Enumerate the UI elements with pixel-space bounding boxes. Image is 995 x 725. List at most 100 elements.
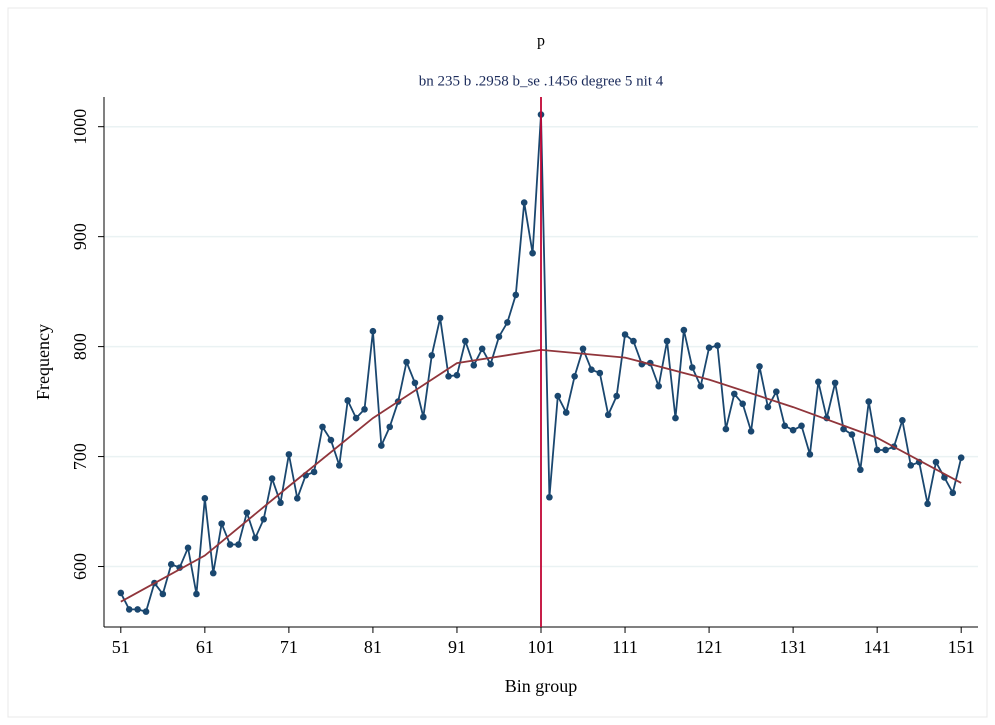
data-point [293,495,301,502]
data-point [495,333,503,341]
data-point [546,493,553,501]
data-point [899,416,906,424]
data-point [193,590,200,598]
data-point [722,425,730,433]
data-point [327,436,335,444]
data-point [142,608,150,615]
data-point [924,500,931,508]
data-point [663,337,671,345]
data-point [655,382,662,390]
x-tick-label: 81 [364,637,382,657]
data-point [789,426,797,434]
data-point [134,606,141,613]
data-point [125,606,133,613]
data-point [840,425,847,433]
data-point [420,413,427,421]
data-point [806,451,814,458]
x-tick-label: 91 [448,637,466,657]
x-tick-label: 151 [948,637,975,657]
data-point [285,451,293,458]
data-point [932,458,940,466]
data-point [243,509,251,516]
data-point [218,520,225,527]
data-point [554,392,562,400]
y-tick-label: 900 [70,223,90,250]
data-point [882,446,889,454]
data-point [815,378,822,386]
data-point [604,411,612,419]
data-point [352,414,360,422]
data-point [209,569,217,577]
data-point [596,369,604,377]
data-point [201,495,209,502]
data-point [319,423,326,431]
data-point [907,462,915,469]
data-point [336,462,343,469]
data-point [235,541,242,548]
data-point [697,382,704,390]
data-point [487,360,494,368]
data-point [588,366,595,373]
data-point [571,372,578,380]
data-point [562,409,570,416]
data-point [470,361,478,369]
data-point [369,327,377,335]
chart-frame [7,7,988,718]
data-point [268,475,276,482]
x-tick-label: 111 [612,637,638,657]
data-point [462,337,469,345]
data-point [848,431,856,438]
data-point [957,454,965,461]
data-point [621,331,629,338]
data-point [159,590,167,598]
data-point [453,371,461,379]
data-point [630,337,637,345]
data-point [310,468,318,476]
data-point [344,397,352,404]
data-point [504,319,511,326]
data-point [579,345,587,353]
data-point [705,344,713,352]
data-point [865,398,873,405]
data-point [672,414,679,422]
data-point [512,291,520,299]
y-tick-label: 600 [70,553,90,580]
data-point [688,364,696,371]
data-point [756,363,763,370]
data-point [260,515,267,523]
data-point [857,466,864,474]
data-point [764,403,772,411]
x-tick-label: 61 [196,637,214,657]
chart-subtitle: bn 235 b .2958 b_se .1456 degree 5 nit 4 [419,73,664,89]
data-point [873,446,881,454]
x-tick-label: 71 [280,637,298,657]
data-point [739,400,746,408]
data-point [226,541,234,548]
data-point [277,499,284,507]
data-point [167,561,175,568]
data-point [714,342,721,349]
data-point [361,405,368,413]
y-tick-label: 800 [70,333,90,360]
data-point [251,534,259,542]
data-point [747,427,755,435]
data-point [411,379,419,387]
data-point [773,388,780,395]
data-point [436,314,444,322]
data-point [613,392,620,400]
x-tick-label: 101 [528,637,555,657]
y-tick-label: 1000 [70,109,90,145]
x-axis-label: Bin group [505,676,578,696]
data-point [730,390,738,398]
data-point [781,422,789,430]
data-point [386,423,394,431]
data-point [184,544,192,552]
data-point [680,326,688,334]
data-point [798,422,805,430]
data-point [949,489,957,497]
data-point [117,589,125,597]
y-tick-label: 700 [70,443,90,470]
y-axis-label: Frequency [33,324,53,400]
data-point [445,372,452,380]
